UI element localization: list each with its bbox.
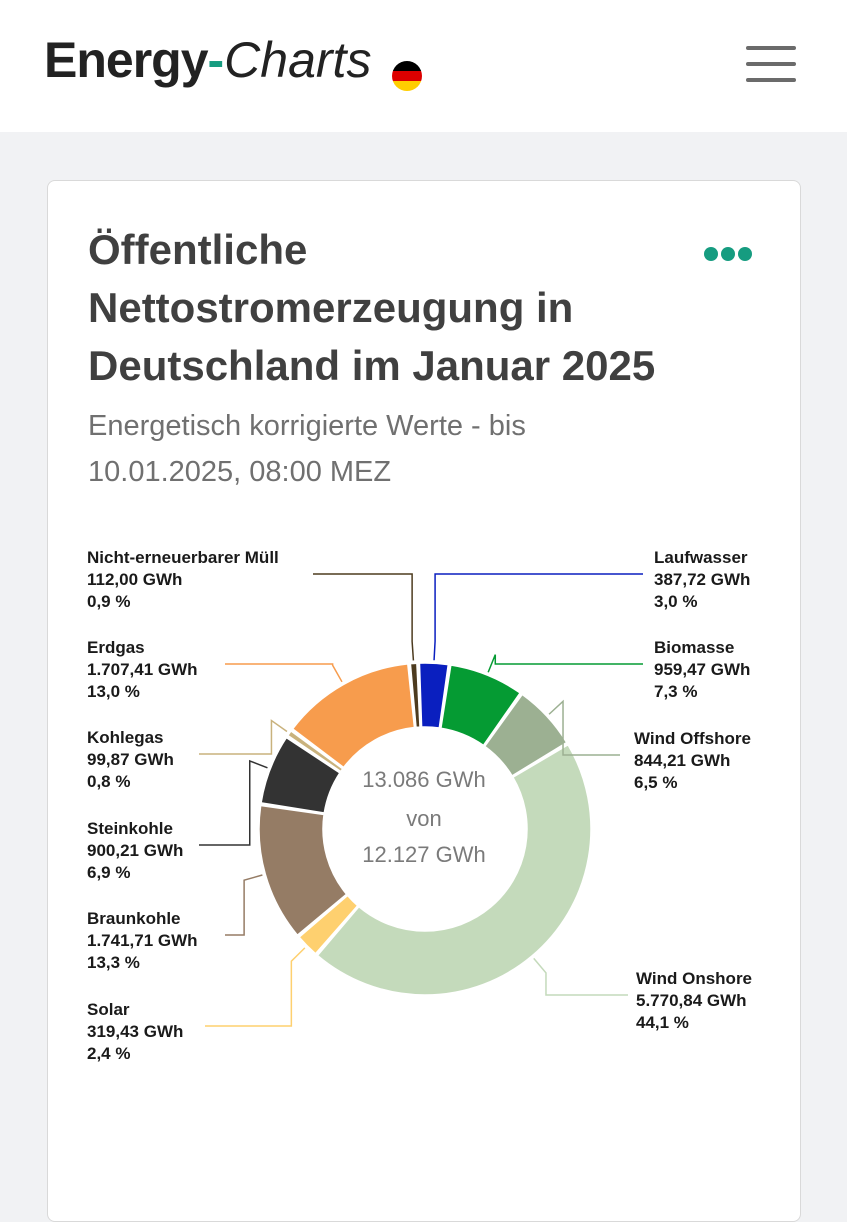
label-name-wind-onshore: Wind Onshore xyxy=(636,969,752,988)
slice-label-erdgas: Erdgas 1.707,41 GWh 13,0 % xyxy=(87,638,198,701)
energy-charts-logo[interactable]: Energy-Charts xyxy=(44,30,371,90)
leader-line-wind-offshore xyxy=(548,699,620,756)
hamburger-menu-icon[interactable] xyxy=(746,44,796,84)
option-dot xyxy=(721,247,735,261)
label-name-kohlegas: Kohlegas xyxy=(87,728,164,747)
label-name-wind-offshore: Wind Offshore xyxy=(634,729,751,748)
option-dot xyxy=(738,247,752,261)
donut-slice-braunkohle[interactable] xyxy=(258,804,348,936)
label-name-biomasse: Biomasse xyxy=(654,638,734,657)
label-value-nicht-erneuerbarer-mull: 112,00 GWh xyxy=(87,570,182,589)
slice-label-wind-onshore: Wind Onshore 5.770,84 GWh 44,1 % xyxy=(636,969,752,1032)
label-percent-biomasse: 7,3 % xyxy=(654,682,697,701)
slice-label-steinkohle: Steinkohle 900,21 GWh 6,9 % xyxy=(87,819,183,882)
menu-bar-middle xyxy=(746,62,796,66)
label-percent-erdgas: 13,0 % xyxy=(87,682,140,701)
donut-slice-steinkohle[interactable] xyxy=(260,736,341,814)
chart-title: Öffentliche Nettostromerzeugung in Deuts… xyxy=(88,226,656,389)
center-total: 13.086 GWh xyxy=(362,767,486,792)
slice-label-braunkohle: Braunkohle 1.741,71 GWh 13,3 % xyxy=(87,909,198,972)
label-name-braunkohle: Braunkohle xyxy=(87,909,181,928)
leader-line-wind-onshore xyxy=(533,957,628,996)
leader-line-nicht-erneuerbarer-mull xyxy=(313,573,415,661)
slice-label-solar: Solar 319,43 GWh 2,4 % xyxy=(87,1000,183,1063)
leader-line-laufwasser xyxy=(433,573,643,661)
donut-slice-nicht-erneuerbarer-mull[interactable] xyxy=(409,662,421,729)
label-percent-wind-onshore: 44,1 % xyxy=(636,1013,689,1032)
label-percent-solar: 2,4 % xyxy=(87,1044,130,1063)
leader-line-kohlegas xyxy=(199,719,288,755)
label-percent-braunkohle: 13,3 % xyxy=(87,953,140,972)
logo-dash: - xyxy=(207,32,225,88)
leader-line-braunkohle xyxy=(225,874,263,936)
slice-label-laufwasser: Laufwasser 387,72 GWh 3,0 % xyxy=(654,548,750,611)
donut-slice-solar[interactable] xyxy=(298,894,359,955)
flag-stripe-black xyxy=(392,61,422,71)
label-percent-kohlegas: 0,8 % xyxy=(87,772,130,791)
donut-slice-wind-offshore[interactable] xyxy=(483,693,568,777)
slice-label-wind-offshore: Wind Offshore 844,21 GWh 6,5 % xyxy=(634,729,751,792)
more-options-icon[interactable] xyxy=(702,243,754,265)
chart-card: Öffentliche Nettostromerzeugung in Deuts… xyxy=(47,180,801,1222)
option-dot xyxy=(704,247,718,261)
label-value-wind-offshore: 844,21 GWh xyxy=(634,751,730,770)
center-von: von xyxy=(406,806,441,831)
donut-slice-erdgas[interactable] xyxy=(291,663,416,769)
label-value-steinkohle: 900,21 GWh xyxy=(87,841,183,860)
slice-labels: Nicht-erneuerbarer Müll 112,00 GWh 0,9 % La… xyxy=(87,548,752,1063)
donut-slice-wind-onshore[interactable] xyxy=(316,744,592,996)
menu-bar-top xyxy=(746,46,796,50)
slice-label-kohlegas: Kohlegas 99,87 GWh 0,8 % xyxy=(87,728,174,791)
logo-word-charts: Charts xyxy=(224,32,372,88)
leader-lines xyxy=(199,573,643,1027)
leader-line-erdgas xyxy=(225,663,343,683)
label-value-wind-onshore: 5.770,84 GWh xyxy=(636,991,747,1010)
chart-subtitle: Energetisch korrigierte Werte - bis 10.0… xyxy=(88,410,526,488)
label-percent-nicht-erneuerbarer-mull: 0,9 % xyxy=(87,592,130,611)
donut-slices xyxy=(258,662,592,996)
donut-slice-kohlegas[interactable] xyxy=(287,730,344,773)
slice-label-nicht-erneuerbarer-mull: Nicht-erneuerbarer Müll 112,00 GWh 0,9 % xyxy=(87,548,279,611)
center-reference: 12.127 GWh xyxy=(362,842,486,867)
label-value-laufwasser: 387,72 GWh xyxy=(654,570,750,589)
label-percent-laufwasser: 3,0 % xyxy=(654,592,697,611)
donut-center-text: 13.086 GWh von 12.127 GWh xyxy=(362,767,486,867)
slice-label-biomasse: Biomasse 959,47 GWh 7,3 % xyxy=(654,638,750,701)
donut-slice-laufwasser[interactable] xyxy=(418,662,450,729)
label-percent-wind-offshore: 6,5 % xyxy=(634,773,677,792)
label-name-steinkohle: Steinkohle xyxy=(87,819,173,838)
label-value-braunkohle: 1.741,71 GWh xyxy=(87,931,198,950)
label-name-laufwasser: Laufwasser xyxy=(654,548,748,567)
leader-line-solar xyxy=(205,947,306,1027)
leader-line-biomasse xyxy=(487,654,643,673)
app-header: Energy-Charts xyxy=(0,0,847,132)
leader-line-steinkohle xyxy=(199,759,268,846)
label-name-erdgas: Erdgas xyxy=(87,638,145,657)
label-name-nicht-erneuerbarer-mull: Nicht-erneuerbarer Müll xyxy=(87,548,279,567)
donut-slice-biomasse[interactable] xyxy=(440,664,521,747)
label-value-biomasse: 959,47 GWh xyxy=(654,660,750,679)
logo-word-energy: Energy xyxy=(44,32,209,88)
label-value-kohlegas: 99,87 GWh xyxy=(87,750,174,769)
label-name-solar: Solar xyxy=(87,1000,130,1019)
german-flag-icon[interactable] xyxy=(392,61,422,91)
flag-stripe-red xyxy=(392,71,422,81)
flag-stripe-gold xyxy=(392,81,422,91)
label-value-solar: 319,43 GWh xyxy=(87,1022,183,1041)
menu-bar-bottom xyxy=(746,78,796,82)
label-percent-steinkohle: 6,9 % xyxy=(87,863,130,882)
label-value-erdgas: 1.707,41 GWh xyxy=(87,660,198,679)
